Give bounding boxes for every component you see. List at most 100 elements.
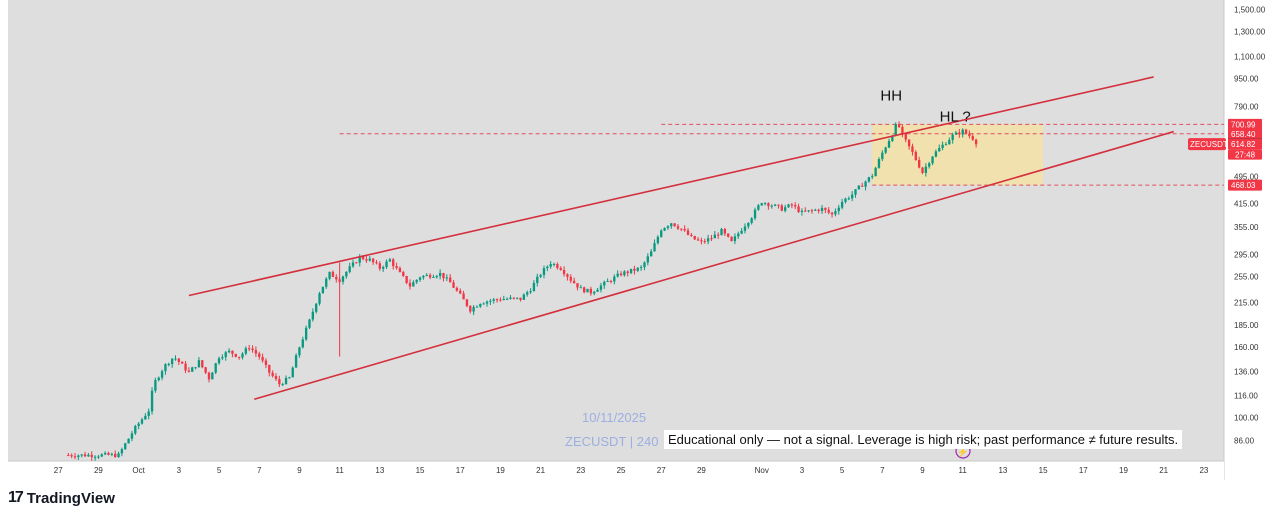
candle-body (452, 282, 455, 288)
candle (73, 452, 77, 460)
candle-body (783, 207, 787, 211)
candle-body (435, 276, 438, 278)
candle-body (917, 159, 921, 168)
candle (187, 367, 191, 373)
candle-body (459, 290, 462, 294)
candle (579, 284, 582, 289)
candle (743, 223, 747, 234)
candle-body (820, 207, 824, 212)
candle-body (743, 226, 747, 231)
candle (345, 271, 348, 279)
candle-body (676, 226, 680, 229)
candle-body (670, 223, 673, 227)
candle (830, 211, 834, 218)
candle-body (559, 268, 562, 270)
candle (321, 286, 325, 294)
candle-body (861, 185, 864, 187)
candle-body (639, 267, 643, 269)
candle-body (87, 454, 90, 457)
candle-body (291, 367, 294, 378)
candle (787, 203, 790, 208)
candle-body (489, 300, 492, 302)
candle (824, 207, 827, 214)
candle (479, 303, 482, 308)
candle-body (97, 456, 100, 458)
candle-body (924, 166, 928, 173)
candle (211, 371, 214, 380)
candle (452, 280, 455, 289)
x-tick-label: 3 (800, 466, 805, 475)
candle-body (127, 438, 130, 444)
candle (482, 302, 485, 305)
candle-body (971, 136, 974, 140)
candle-body (790, 204, 794, 206)
price-tag: 468.03 (1228, 179, 1262, 191)
price-tag: 614.82 27:48 (1228, 138, 1262, 160)
candle-body (583, 287, 586, 293)
candle-body (569, 276, 572, 281)
tradingview-logo[interactable]: 17 TradingView (8, 489, 115, 507)
candle (398, 266, 402, 273)
candle-body (800, 210, 804, 212)
candle-body (954, 132, 958, 135)
candle-body (931, 156, 934, 164)
candle-body (475, 306, 479, 308)
y-tick-label: 295.00 (1234, 251, 1259, 260)
candle-body (964, 129, 968, 134)
candle-body (928, 163, 931, 167)
candle (810, 208, 814, 214)
candle-body (375, 262, 378, 264)
candle (435, 274, 438, 279)
candle-body (244, 348, 248, 354)
y-tick-label: 790.00 (1234, 102, 1259, 111)
candle (315, 303, 318, 314)
candle-body (901, 126, 904, 134)
candle-body (680, 228, 683, 230)
candle-body (536, 276, 539, 283)
candle-body (281, 384, 284, 386)
candle (191, 366, 194, 372)
price-axis[interactable] (1224, 0, 1280, 461)
candle-body (398, 267, 402, 273)
time-axis[interactable] (8, 461, 1224, 480)
candle-body (321, 286, 325, 294)
candle (636, 267, 639, 273)
candle-body (747, 222, 750, 227)
candle-body (817, 209, 820, 212)
plot-area[interactable] (8, 0, 1224, 461)
candle (576, 283, 579, 291)
candle-body (174, 358, 177, 360)
candle-body (241, 353, 244, 358)
candle-body (824, 207, 827, 210)
candle (254, 346, 258, 357)
candle (325, 277, 328, 289)
candle (462, 290, 465, 300)
candle (619, 271, 623, 277)
candle-body (780, 205, 783, 211)
candle-body (294, 355, 298, 368)
candle (948, 137, 951, 145)
candle (569, 274, 572, 284)
candle (599, 282, 603, 293)
candle-body (150, 390, 154, 412)
candle-body (120, 449, 124, 454)
candle (706, 234, 710, 245)
candle-body (777, 204, 780, 206)
candle (961, 128, 964, 138)
candle-body (646, 256, 649, 263)
candle-body (757, 205, 760, 210)
candle (951, 132, 954, 144)
candle-body (482, 303, 485, 305)
candle-body (552, 263, 556, 265)
candle-body (753, 209, 757, 219)
candle-body (911, 146, 914, 153)
candle (103, 451, 107, 456)
x-tick-label: 17 (1079, 466, 1088, 475)
candle (820, 205, 824, 214)
candle (914, 150, 917, 161)
candle (770, 204, 773, 209)
candle-body (100, 454, 103, 457)
candle (150, 387, 154, 415)
